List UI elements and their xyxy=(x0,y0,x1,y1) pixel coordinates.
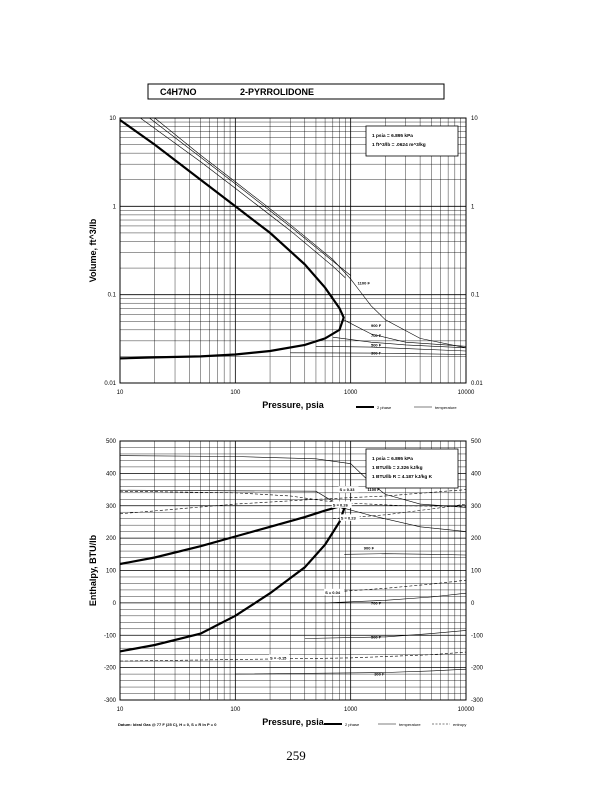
chart1-isotherm-label: 500 F xyxy=(371,342,382,347)
chart2-y-tick-label-right: 0 xyxy=(471,601,475,607)
chart1-y-tick-label-left: 10 xyxy=(109,116,116,122)
chart1-plot-frame xyxy=(119,117,467,384)
chart2-y-tick-label-right: -300 xyxy=(471,698,484,704)
chart2-legend-label: temperature xyxy=(399,722,421,727)
chart2-entropy-label: S = 0.33 xyxy=(339,487,355,492)
chart1-series-temperature-2 xyxy=(149,117,351,276)
chart2-y-tick-label-left: 400 xyxy=(106,471,117,477)
chart2-series-temperature-3 xyxy=(344,553,467,556)
chart2-series-entropy-7 xyxy=(119,489,467,515)
chart1-legend-label: temperature xyxy=(435,405,457,410)
chart2-y-tick-label-right: 500 xyxy=(471,439,482,445)
chart2-entropy-label: S = 0.04 xyxy=(325,590,341,595)
chart2-y-tick-label-right: -200 xyxy=(471,666,484,672)
chart2-y-tick-label-right: 100 xyxy=(471,569,482,575)
chart2-x-tick-label: 100 xyxy=(230,707,241,713)
chart2-legend-label: 2 phase xyxy=(345,722,360,727)
chart1-y-tick-label-right: 0.1 xyxy=(471,293,480,299)
chart2-y-tick-label-right: -100 xyxy=(471,633,484,639)
chart2-y-tick-label-left: 100 xyxy=(106,569,117,575)
chart1-y-tick-label-left: 0.01 xyxy=(104,381,116,387)
header-box xyxy=(147,83,445,100)
chart1-conversion-box xyxy=(365,125,459,157)
chart2-isotherm-label: 500 F xyxy=(371,634,382,639)
chart2-series-temperature-4 xyxy=(325,592,467,604)
header-compound: 2-PYRROLIDONE xyxy=(240,87,314,97)
chart2-y-tick-label-right: 400 xyxy=(471,471,482,477)
chart1-x-tick-label: 10 xyxy=(117,390,124,396)
chart1-x-tick-label: 100 xyxy=(230,390,241,396)
chart2-y-tick-label-right: 300 xyxy=(471,504,482,510)
chart2-entropy-label-bg xyxy=(338,486,359,493)
chart1-series-temperature-1 xyxy=(154,117,467,349)
chart1-series-temperature-3 xyxy=(140,117,346,279)
header-formula: C4H7NO xyxy=(160,87,197,97)
chart2-legend-label: entropy xyxy=(453,722,466,727)
chart2-x-axis-label: Pressure, psia xyxy=(262,717,325,727)
chart1-isotherm-label: 300 F xyxy=(371,351,382,356)
chart2-conversion-line: 1 BTU/lb = 2.326 kJ/kg xyxy=(372,465,423,471)
chart1-y-tick-label-left: 1 xyxy=(113,204,117,210)
chart1-conversion-line: 1 ft^3/lb = .0624 m^3/kg xyxy=(372,142,426,148)
chart1-y-tick-label-right: 10 xyxy=(471,116,478,122)
chart2-series-temperature-6 xyxy=(235,668,467,675)
chart2-y-axis-label: Enthalpy, BTU/lb xyxy=(88,534,98,606)
chart2-isotherm-label: 700 F xyxy=(371,600,382,605)
chart2-x-tick-label: 1000 xyxy=(344,707,358,713)
chart2-conversion-line: 1 BTU/lb R = 4.187 kJ/kg K xyxy=(372,474,433,480)
chart2-y-tick-label-left: -100 xyxy=(104,633,117,639)
chart2-entropy-label: S = 0.26 xyxy=(333,502,349,507)
chart2-entropy-label: S = -0.15 xyxy=(270,656,287,661)
chart2-y-tick-label-left: -200 xyxy=(104,666,117,672)
chart2-series-temperature-1 xyxy=(119,455,467,508)
chart1-y-tick-label-right: 1 xyxy=(471,204,475,210)
chart2-series-temperature-2 xyxy=(119,489,467,532)
chart1-conversion-line: 1 psia = 6.895 kPa xyxy=(372,133,413,139)
chart1-isotherm-label: 700 F xyxy=(371,333,382,338)
chart1-series-temperature-5 xyxy=(332,336,467,349)
chart1-series-2-phase-0 xyxy=(119,119,345,360)
chart2-entropy-label-bg xyxy=(324,588,345,596)
chart2-y-tick-label-right: 200 xyxy=(471,536,482,542)
chart2-series-entropy-8 xyxy=(119,490,467,507)
chart1-series-temperature-6 xyxy=(315,346,467,352)
chart1-legend-label: 2 phase xyxy=(377,405,392,410)
chart1-y-axis-label: Volume, ft^3/lb xyxy=(88,218,98,282)
chart2-conversion-box xyxy=(365,448,459,489)
chart1-isotherm-label: 900 F xyxy=(371,323,382,328)
chart2-y-tick-label-left: 0 xyxy=(113,601,117,607)
chart1-y-tick-label-left: 0.1 xyxy=(108,293,117,299)
chart1-x-tick-label: 10000 xyxy=(458,390,475,396)
chart2-entropy-label: S = 0.23 xyxy=(341,515,357,520)
chart1-isotherm-label: 1100 F xyxy=(358,281,371,286)
chart1-x-tick-label: 1000 xyxy=(344,390,358,396)
chart2-isotherm-label: 1100 F xyxy=(368,487,381,492)
chart2-series-temperature-5 xyxy=(304,630,467,639)
chart1-y-tick-label-right: 0.01 xyxy=(471,381,483,387)
chart2-y-tick-label-left: 500 xyxy=(106,439,117,445)
chart2-isotherm-label: 300 F xyxy=(374,672,385,677)
chart2-plot-frame xyxy=(119,440,467,701)
chart2-entropy-label-bg xyxy=(331,501,352,508)
chart2-y-tick-label-left: 300 xyxy=(106,504,117,510)
chart1-series-temperature-4 xyxy=(343,319,467,347)
chart2-conversion-line: 1 psia = 6.895 kPa xyxy=(372,456,413,462)
chart2-y-tick-label-left: 200 xyxy=(106,536,117,542)
chart2-entropy-label-bg xyxy=(339,514,360,521)
chart2-footnote: Datum: Ideal Gas @ 77 F (25 C), H = 0, S… xyxy=(118,722,217,727)
chart2-series-entropy-11 xyxy=(119,651,467,662)
chart1-x-axis-label: Pressure, psia xyxy=(262,400,325,410)
chart2-series-2-phase-0 xyxy=(119,505,346,653)
chart2-x-tick-label: 10000 xyxy=(458,707,475,713)
chart2-isotherm-label: 900 F xyxy=(364,545,375,550)
chart2-entropy-label-bg xyxy=(269,654,290,662)
chart1-series-temperature-7 xyxy=(290,352,467,355)
page-number: 259 xyxy=(286,748,306,763)
chart2-x-tick-label: 10 xyxy=(117,707,124,713)
chart2-y-tick-label-left: -300 xyxy=(104,698,117,704)
